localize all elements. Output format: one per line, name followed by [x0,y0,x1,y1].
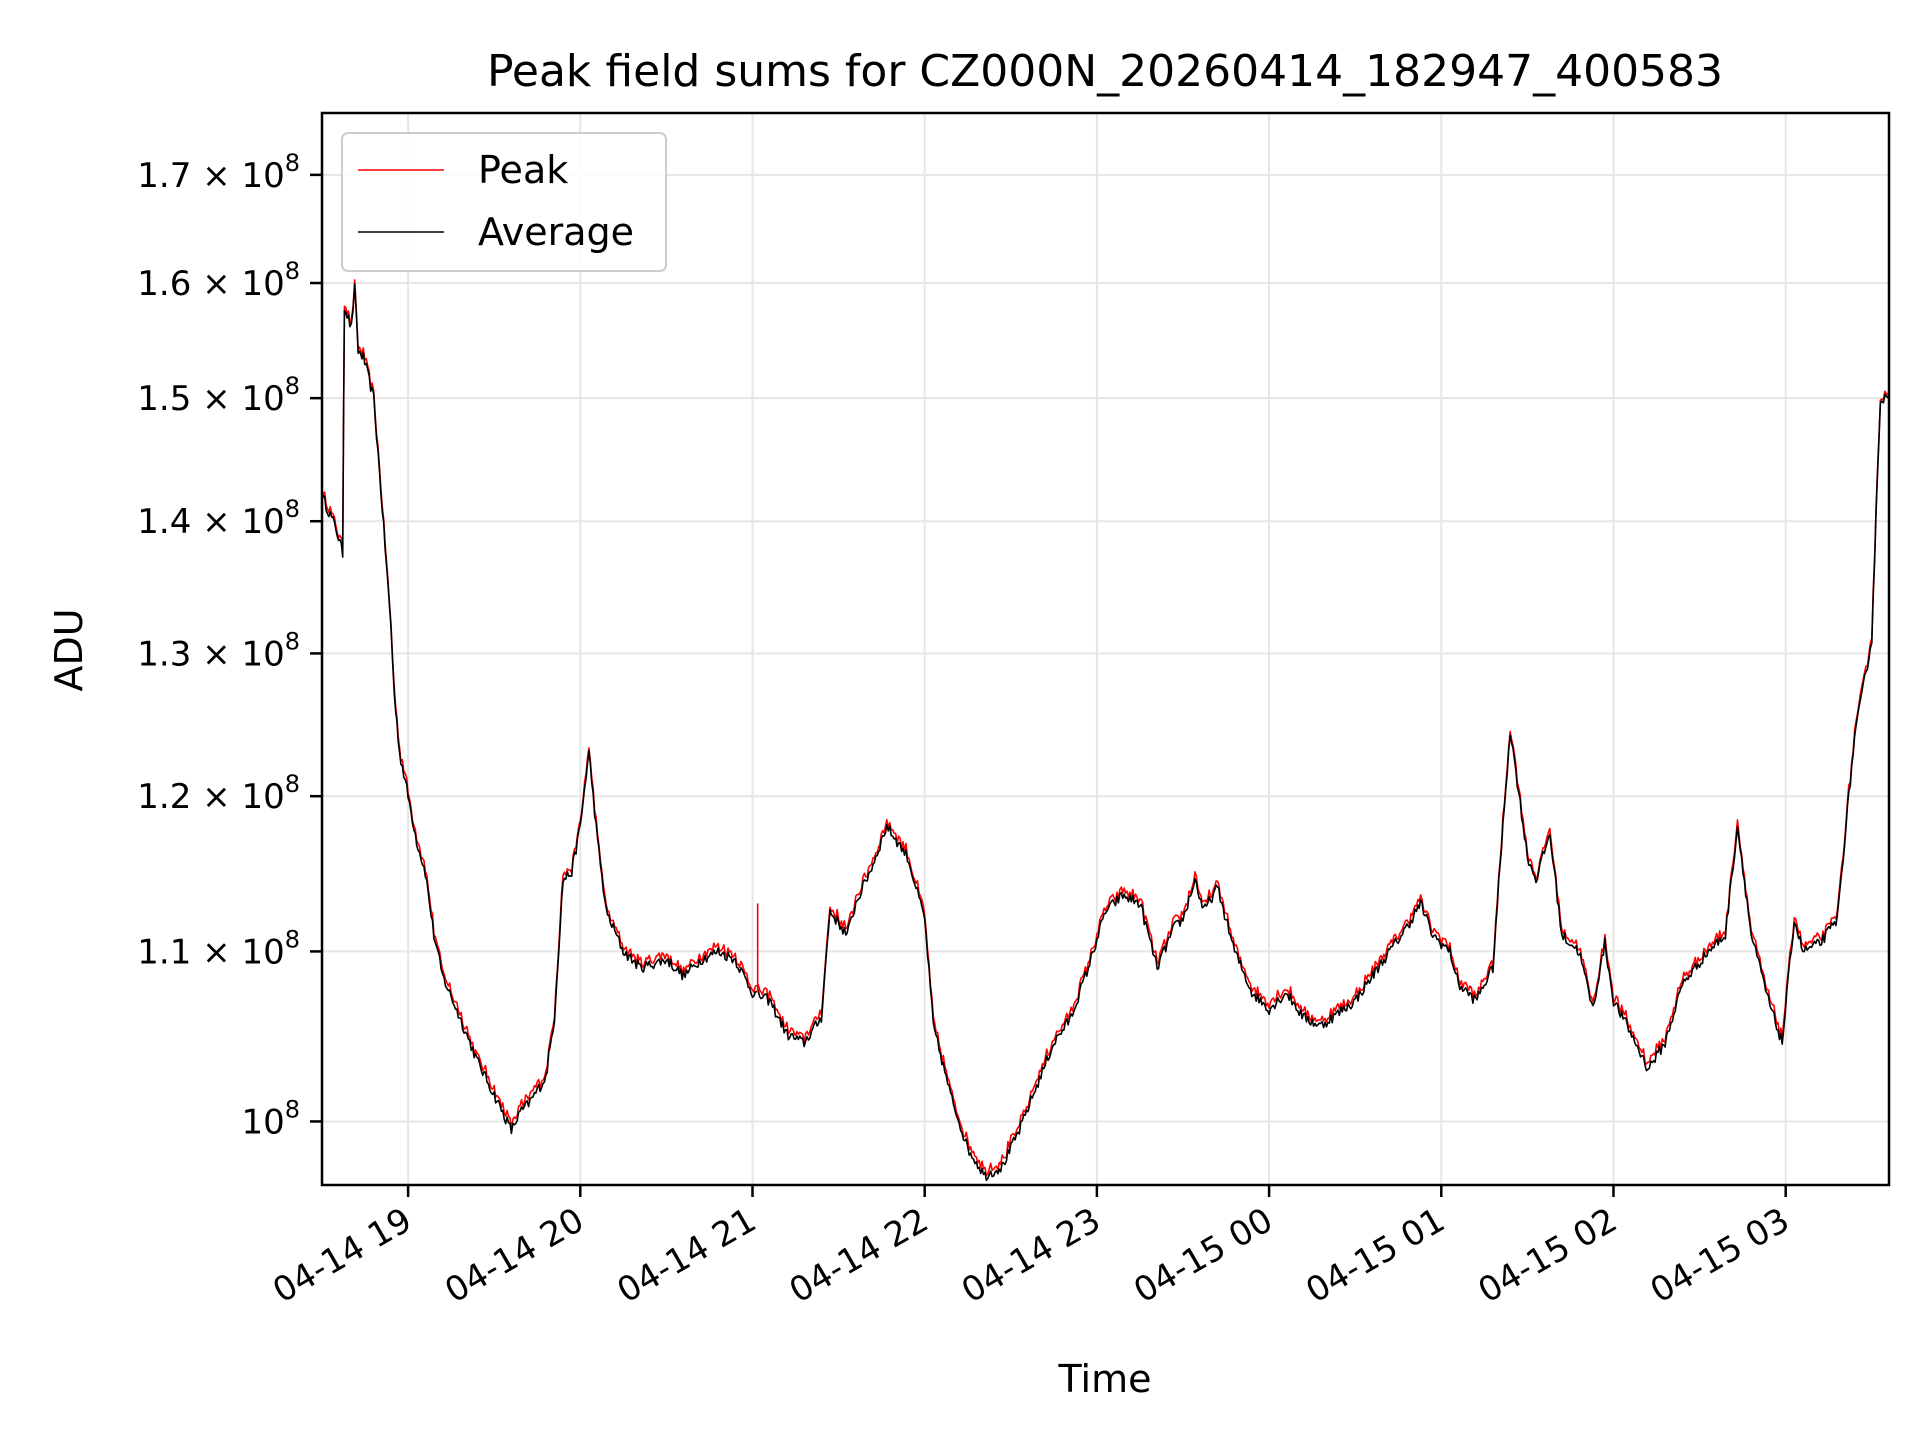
series-layer [321,112,1890,1182]
series-line-peak [321,112,1890,1177]
y-tick-label: 108 [241,1095,300,1142]
x-axis-label: Time [1058,1357,1152,1401]
y-tick-label: 1.3 × 108 [137,627,300,674]
y-tick-label: 1.1 × 108 [137,925,300,972]
y-axis-label: ADU [47,608,91,691]
x-tick-label: 04-14 20 [438,1200,590,1311]
legend-label-average: Average [478,210,634,254]
y-tick-label: 1.6 × 108 [137,257,300,304]
x-tick-label: 04-15 02 [1472,1200,1624,1311]
y-tick-label: 1.7 × 108 [137,149,300,196]
y-tick-label: 1.5 × 108 [137,372,300,419]
y-axis: 108 1.1 × 108 1.2 × 108 1.3 × 108 1.4 × 108 1… [137,149,322,1142]
x-tick-label: 04-14 23 [955,1200,1107,1311]
y-tick-label: 1.4 × 108 [137,495,300,542]
x-tick-label: 04-15 01 [1299,1200,1451,1311]
x-axis: 04-14 19 04-14 20 04-14 21 04-14 22 04-14 23… [266,1185,1796,1311]
x-tick-label: 04-15 03 [1644,1200,1796,1311]
legend: Peak Average [341,132,667,272]
grid [322,113,1889,1185]
y-tick-label: 1.2 × 108 [137,770,300,817]
legend-label-peak: Peak [478,148,568,192]
x-tick-label: 04-15 00 [1127,1200,1279,1311]
series-line-average [321,112,1890,1182]
legend-box [341,132,667,272]
x-tick-label: 04-14 22 [783,1200,935,1311]
x-tick-label: 04-14 19 [266,1200,418,1311]
x-tick-label: 04-14 21 [611,1200,763,1311]
chart-title: Peak field sums for CZ000N_20260414_1829… [487,46,1723,97]
plot-frame [320,111,1891,1187]
